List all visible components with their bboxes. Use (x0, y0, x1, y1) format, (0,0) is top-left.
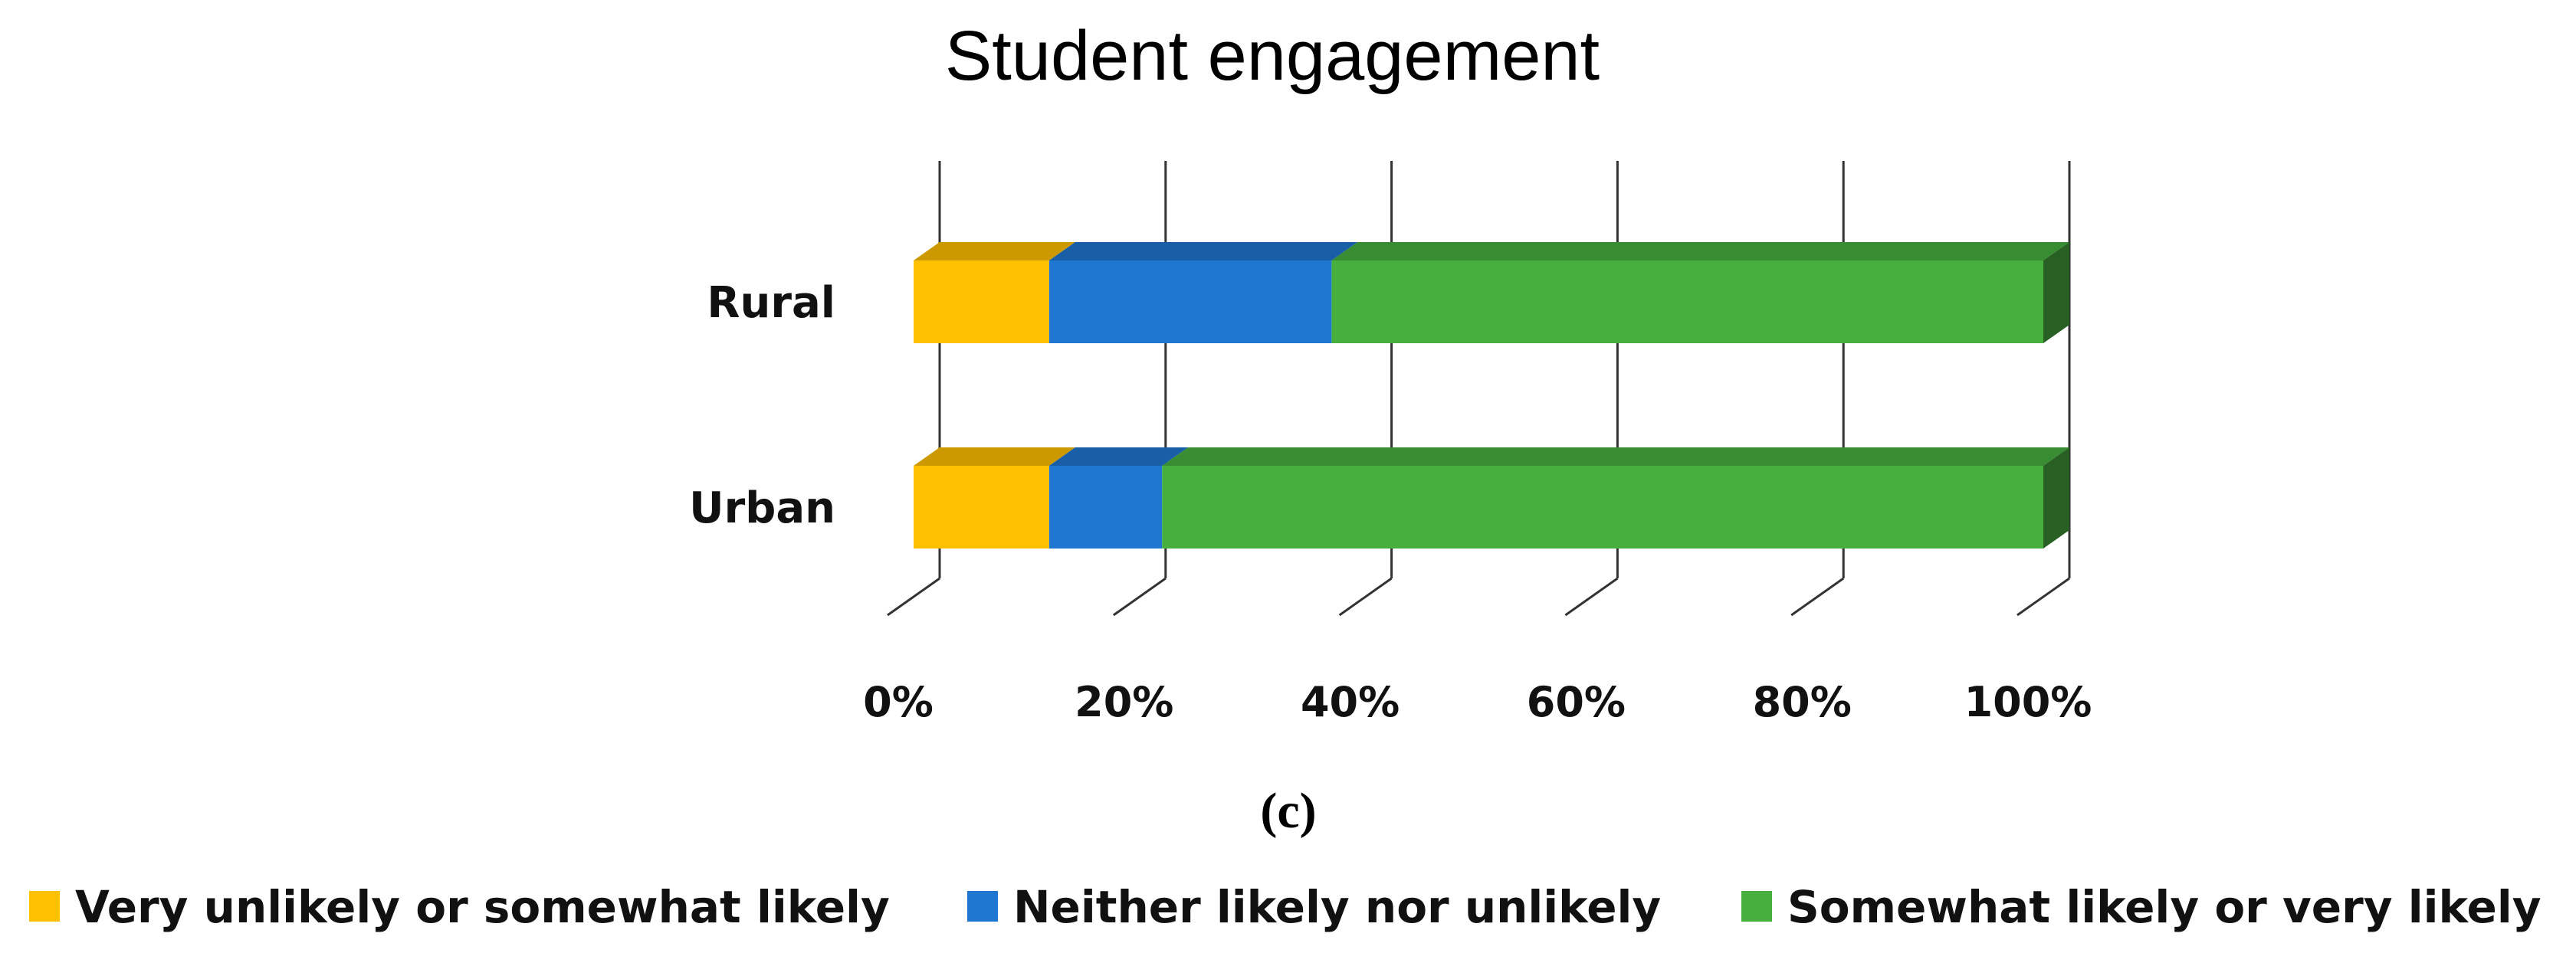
panel-label: (c) (1260, 783, 1316, 839)
legend-swatch (1741, 891, 1772, 922)
legend-swatch (29, 891, 60, 922)
legend: Very unlikely or somewhat likely Neither … (29, 881, 2542, 933)
bar-segment (1162, 447, 2069, 549)
bar-segment (1331, 242, 2069, 343)
x-tick-label: 40% (1301, 678, 1400, 726)
legend-item: Neither likely nor unlikely (967, 881, 1661, 933)
x-tick-label: 80% (1753, 678, 1852, 726)
legend-swatch (967, 891, 998, 922)
bar-segment (914, 447, 1075, 549)
legend-label: Somewhat likely or very likely (1787, 881, 2542, 933)
legend-label: Neither likely nor unlikely (1013, 881, 1661, 933)
category-labels: Rural Urban (689, 278, 835, 533)
bars (914, 242, 2069, 549)
category-label: Urban (689, 483, 835, 533)
bar-segment (1048, 447, 1189, 549)
x-tick-label: 100% (1964, 678, 2092, 726)
x-tick-label: 20% (1075, 678, 1173, 726)
legend-item: Very unlikely or somewhat likely (29, 881, 890, 933)
x-tick-label: 60% (1527, 678, 1626, 726)
bar-segment (914, 242, 1075, 343)
x-tick-labels: 0% 20% 40% 60% 80% 100% (863, 678, 2092, 726)
bar-segment (1048, 242, 1358, 343)
chart-title: Student engagement (945, 17, 1600, 95)
x-tick-label: 0% (863, 678, 934, 726)
legend-label: Very unlikely or somewhat likely (75, 881, 890, 933)
legend-item: Somewhat likely or very likely (1741, 881, 2542, 933)
category-label: Rural (707, 278, 835, 328)
